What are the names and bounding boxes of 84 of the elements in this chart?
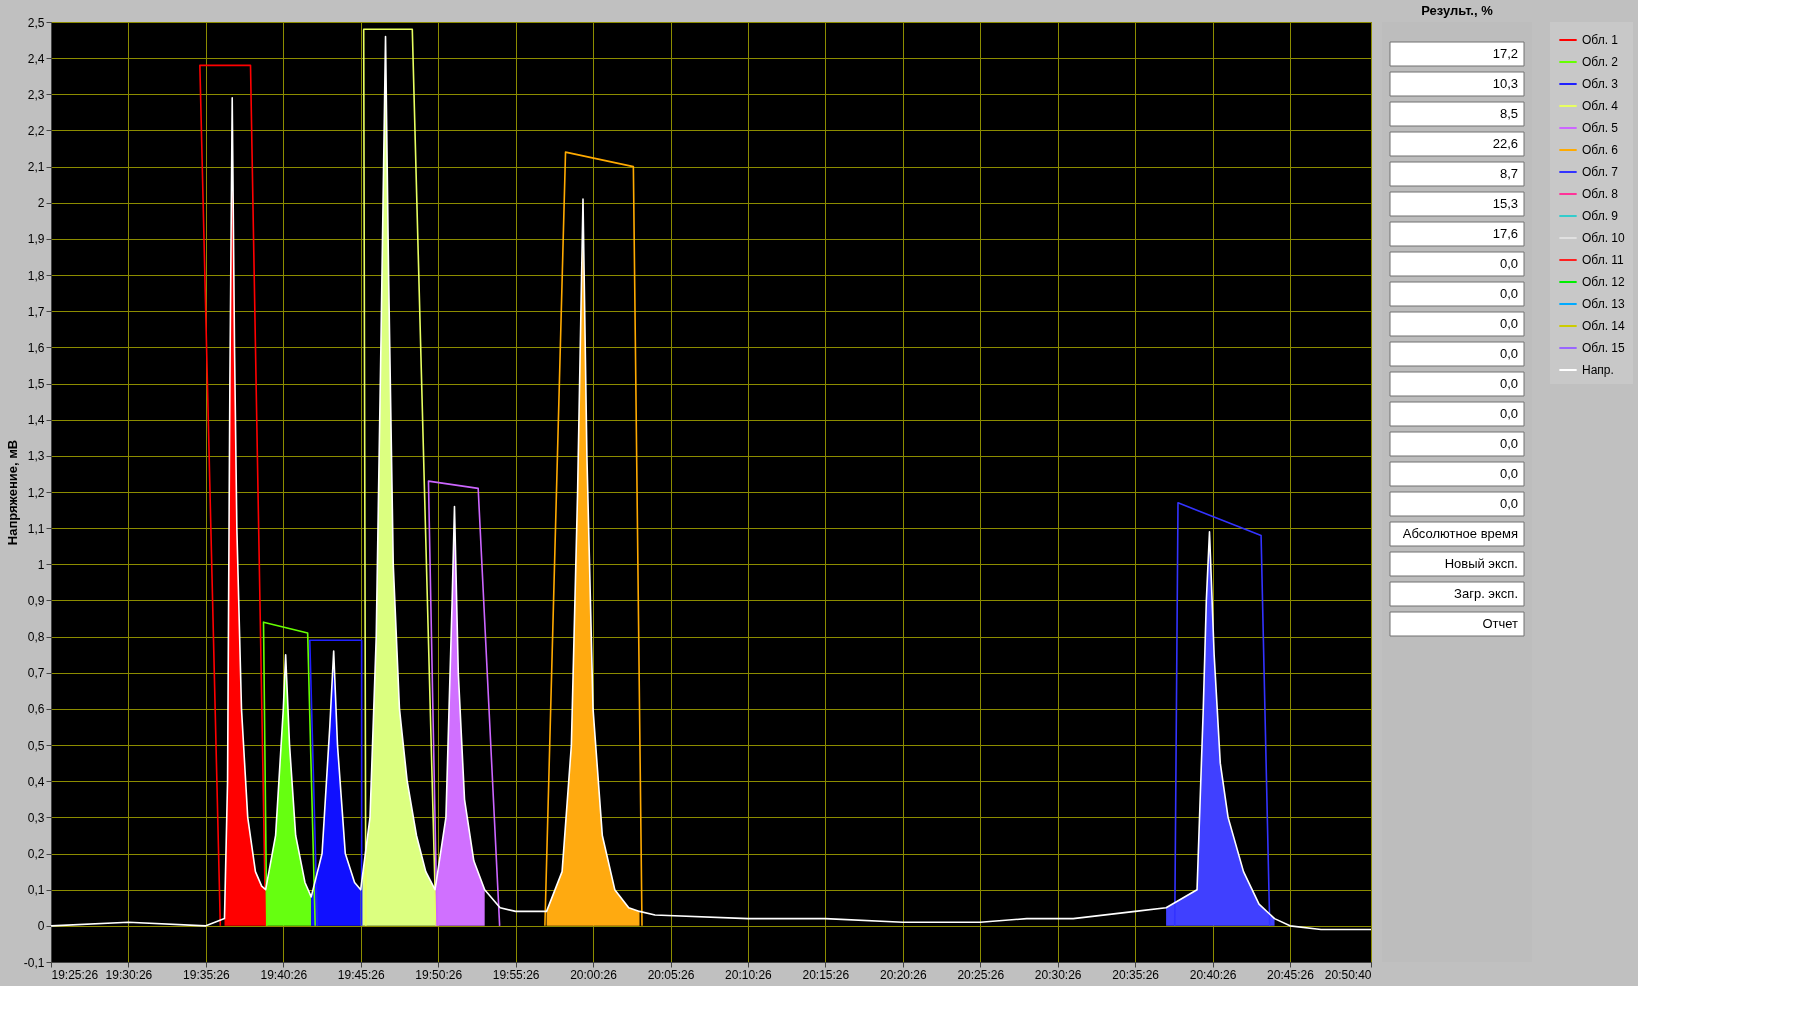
legend-label: Обл. 10	[1582, 231, 1626, 245]
x-tick-label: 20:30:26	[1034, 967, 1082, 982]
y-axis-title: Напряжение, мВ	[4, 439, 20, 546]
text: 0,0	[1499, 256, 1518, 271]
legend-label: Обл. 6	[1582, 143, 1619, 157]
line-series	[51, 35, 1371, 931]
y-tick-label: 1,6	[27, 340, 45, 355]
legend-label: Обл. 2	[1582, 55, 1619, 69]
x-tick-label: 20:20:26	[879, 967, 928, 982]
text: 0,0	[1499, 496, 1518, 511]
y-tick-label: 0,1	[27, 883, 45, 898]
text: 0,0	[1499, 286, 1518, 301]
y-tick-label: 1,5	[27, 377, 45, 392]
y-tick-label: 2,3	[27, 87, 45, 102]
y-tick-label: 0,2	[27, 847, 45, 862]
y-tick-label: 0,5	[27, 738, 45, 753]
x-tick-label: 19:30:26	[105, 967, 153, 982]
text: 15,3	[1492, 196, 1518, 211]
x-tick-label: 20:35:26	[1112, 967, 1160, 982]
y-tick-label: 0,6	[27, 702, 45, 717]
legend-label: Обл. 15	[1582, 341, 1626, 355]
x-tick-label: 20:40:26	[1189, 967, 1237, 982]
x-tick-label: 19:55:26	[492, 967, 540, 982]
x-tick-label: 20:00:26	[570, 967, 618, 982]
y-tick-label: 1,1	[27, 521, 45, 536]
text: 0,0	[1499, 346, 1518, 361]
y-tick-label: 2,5	[27, 15, 45, 30]
legend-label: Обл. 5	[1582, 121, 1619, 135]
text: 0,0	[1499, 316, 1518, 331]
y-tick-label: 1	[37, 557, 45, 572]
y-tick-label: 0,9	[27, 593, 45, 608]
text: 17,2	[1492, 46, 1518, 61]
x-tick-label: 19:45:26	[337, 967, 385, 982]
y-tick-label: 1,9	[27, 232, 45, 247]
legend-label: Обл. 12	[1582, 275, 1626, 289]
text: 17,6	[1492, 226, 1518, 241]
y-tick-label: 0,4	[27, 774, 45, 789]
x-tick-label: 19:50:26	[415, 967, 463, 982]
x-tick-label: 19:40:26	[260, 967, 308, 982]
y-tick-label: 0,7	[27, 666, 45, 681]
y-tick-label: 1,4	[27, 413, 45, 428]
y-tick-label: 0,3	[27, 810, 45, 825]
legend-label: Обл. 14	[1582, 319, 1626, 333]
legend-label: Обл. 3	[1582, 77, 1619, 91]
x-tick-label: 20:10:26	[725, 967, 773, 982]
y-tick-label: 1,2	[27, 485, 45, 500]
text: Новый эксп.	[1444, 556, 1518, 571]
text: Абсолютное время	[1402, 526, 1518, 541]
text: Результ., %	[1421, 3, 1494, 18]
y-tick-label: 1,8	[27, 268, 45, 283]
text: Загр. эксп.	[1454, 586, 1518, 601]
legend-label: Обл. 4	[1582, 99, 1619, 113]
x-tick-label: 20:45:26	[1267, 967, 1315, 982]
x-tick-label: 20:50:40	[1324, 967, 1372, 982]
text: Отчет	[1482, 616, 1519, 631]
y-tick-label: 2,1	[27, 160, 45, 175]
y-tick-label: -0,1	[23, 955, 45, 970]
y-tick-label: 2,2	[27, 123, 45, 138]
legend-label: Обл. 9	[1582, 209, 1619, 223]
legend-label: Обл. 7	[1582, 165, 1619, 179]
text: 8,7	[1499, 166, 1518, 181]
text: 8,5	[1499, 106, 1518, 121]
text: 0,0	[1499, 376, 1518, 391]
x-tick-label: 20:25:26	[957, 967, 1005, 982]
x-tick-label: 20:15:26	[802, 967, 850, 982]
text: 0,0	[1499, 466, 1518, 481]
legend-label: Обл. 11	[1582, 253, 1625, 267]
text: 0,0	[1499, 406, 1518, 421]
y-tick-label: 1,7	[27, 304, 45, 319]
text: 10,3	[1492, 76, 1518, 91]
legend-label: Обл. 8	[1582, 187, 1619, 201]
x-tick-label: 19:35:26	[183, 967, 231, 982]
y-tick-label: 0,8	[27, 630, 45, 645]
y-tick-label: 0	[37, 919, 45, 934]
x-tick-label: 19:25:26	[51, 967, 99, 982]
legend-label: Обл. 1	[1582, 33, 1619, 47]
text: 22,6	[1492, 136, 1518, 151]
y-tick-label: 1,3	[27, 449, 45, 464]
legend-label: Обл. 13	[1582, 297, 1626, 311]
y-tick-label: 2	[37, 196, 45, 211]
x-tick-label: 20:05:26	[647, 967, 695, 982]
y-tick-label: 2,4	[27, 51, 45, 66]
text: 0,0	[1499, 436, 1518, 451]
legend-label: Напр.	[1582, 363, 1614, 377]
